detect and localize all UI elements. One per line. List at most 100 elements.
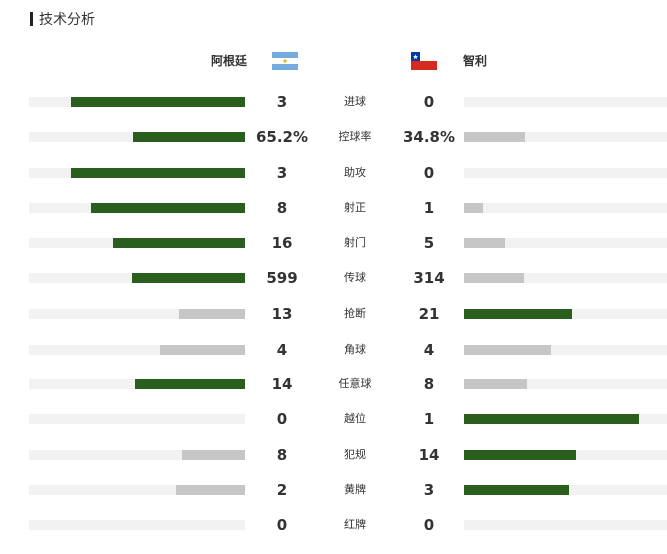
stat-row: 599 传球 314 bbox=[0, 268, 667, 288]
home-stat-bar-fill bbox=[176, 485, 245, 495]
stat-label: 任意球 bbox=[338, 377, 372, 390]
home-stat-bar-fill bbox=[91, 203, 245, 213]
away-stat-bar-fill bbox=[464, 273, 524, 283]
away-stat-bar bbox=[464, 309, 667, 319]
home-stat-bar-fill bbox=[160, 345, 245, 355]
chile-flag-icon bbox=[411, 52, 437, 70]
away-stat-value: 0 bbox=[423, 93, 435, 111]
home-stat-bar bbox=[29, 273, 245, 283]
stat-label: 传球 bbox=[344, 271, 366, 284]
home-stat-value: 16 bbox=[271, 234, 293, 252]
stat-label: 角球 bbox=[344, 343, 366, 356]
away-stat-value: 3 bbox=[423, 481, 435, 499]
away-stat-bar-fill bbox=[464, 132, 525, 142]
home-stat-value: 3 bbox=[276, 164, 288, 182]
home-stat-value: 3 bbox=[276, 93, 288, 111]
away-stat-value: 5 bbox=[423, 234, 435, 252]
home-stat-value: 4 bbox=[276, 341, 288, 359]
home-stat-value: 0 bbox=[276, 516, 288, 534]
away-stat-bar bbox=[464, 203, 667, 213]
stat-row: 2 黄牌 3 bbox=[0, 480, 667, 500]
stat-label: 射正 bbox=[344, 201, 366, 214]
away-stat-bar bbox=[464, 379, 667, 389]
home-stat-bar bbox=[29, 309, 245, 319]
home-stat-bar bbox=[29, 450, 245, 460]
away-stat-bar-fill bbox=[464, 238, 505, 248]
section-title: 技术分析 bbox=[39, 12, 95, 28]
away-stat-bar-fill bbox=[464, 203, 483, 213]
stat-row: 0 越位 1 bbox=[0, 409, 667, 429]
stat-row: 3 助攻 0 bbox=[0, 163, 667, 183]
away-stat-bar-fill bbox=[464, 345, 551, 355]
home-stat-value: 599 bbox=[266, 269, 298, 287]
home-stat-value: 8 bbox=[276, 446, 288, 464]
away-stat-bar bbox=[464, 168, 667, 178]
section-header: 技术分析 bbox=[30, 8, 95, 30]
away-stat-bar-fill bbox=[464, 450, 576, 460]
away-stat-value: 0 bbox=[423, 164, 435, 182]
section-marker bbox=[30, 12, 33, 26]
away-stat-value: 314 bbox=[413, 269, 445, 287]
away-stat-value: 0 bbox=[423, 516, 435, 534]
stat-row: 16 射门 5 bbox=[0, 233, 667, 253]
away-team-name: 智利 bbox=[463, 54, 488, 68]
stat-row: 8 犯规 14 bbox=[0, 445, 667, 465]
home-stat-bar bbox=[29, 168, 245, 178]
stat-row: 4 角球 4 bbox=[0, 340, 667, 360]
away-stat-value: 21 bbox=[418, 305, 440, 323]
home-stat-bar bbox=[29, 485, 245, 495]
home-stat-bar-fill bbox=[71, 97, 245, 107]
stat-row: 65.2% 控球率 34.8% bbox=[0, 127, 667, 147]
away-stat-bar bbox=[464, 485, 667, 495]
away-stat-value: 1 bbox=[423, 199, 435, 217]
home-stat-bar bbox=[29, 520, 245, 530]
away-stat-bar bbox=[464, 132, 667, 142]
home-stat-value: 13 bbox=[271, 305, 293, 323]
stat-row: 13 抢断 21 bbox=[0, 304, 667, 324]
home-team-name: 阿根廷 bbox=[210, 54, 247, 68]
away-stat-bar-fill bbox=[464, 414, 639, 424]
home-stat-value: 0 bbox=[276, 410, 288, 428]
stat-row: 3 进球 0 bbox=[0, 92, 667, 112]
home-stat-bar-fill bbox=[71, 168, 245, 178]
stat-label: 射门 bbox=[344, 236, 366, 249]
away-stat-bar bbox=[464, 414, 667, 424]
stat-label: 抢断 bbox=[344, 307, 366, 320]
stat-row: 14 任意球 8 bbox=[0, 374, 667, 394]
away-stat-bar-fill bbox=[464, 485, 569, 495]
away-stat-bar bbox=[464, 345, 667, 355]
home-stat-bar-fill bbox=[133, 132, 245, 142]
away-stat-bar bbox=[464, 273, 667, 283]
away-stat-bar bbox=[464, 450, 667, 460]
away-stat-bar bbox=[464, 97, 667, 107]
stat-label: 控球率 bbox=[338, 130, 372, 143]
stat-label: 进球 bbox=[344, 95, 366, 108]
away-stat-bar bbox=[464, 520, 667, 530]
away-stat-bar bbox=[464, 238, 667, 248]
home-stat-bar-fill bbox=[113, 238, 245, 248]
home-stat-bar bbox=[29, 238, 245, 248]
away-stat-bar-fill bbox=[464, 379, 527, 389]
home-stat-bar bbox=[29, 414, 245, 424]
home-stat-bar-fill bbox=[135, 379, 245, 389]
home-stat-value: 65.2% bbox=[255, 128, 309, 146]
stat-label: 犯规 bbox=[344, 448, 366, 461]
home-stat-value: 8 bbox=[276, 199, 288, 217]
stat-row: 0 红牌 0 bbox=[0, 515, 667, 535]
home-stat-bar bbox=[29, 379, 245, 389]
home-stat-bar bbox=[29, 203, 245, 213]
away-stat-value: 14 bbox=[418, 446, 440, 464]
away-stat-value: 34.8% bbox=[402, 128, 456, 146]
argentina-flag-icon bbox=[272, 52, 298, 70]
home-stat-bar bbox=[29, 97, 245, 107]
home-stat-bar bbox=[29, 132, 245, 142]
away-stat-value: 8 bbox=[423, 375, 435, 393]
home-stat-bar-fill bbox=[132, 273, 245, 283]
home-stat-value: 14 bbox=[271, 375, 293, 393]
home-stat-bar bbox=[29, 345, 245, 355]
stat-label: 助攻 bbox=[344, 166, 366, 179]
stat-label: 黄牌 bbox=[344, 483, 366, 496]
home-stat-bar-fill bbox=[179, 309, 245, 319]
home-stat-bar-fill bbox=[182, 450, 245, 460]
away-stat-value: 1 bbox=[423, 410, 435, 428]
